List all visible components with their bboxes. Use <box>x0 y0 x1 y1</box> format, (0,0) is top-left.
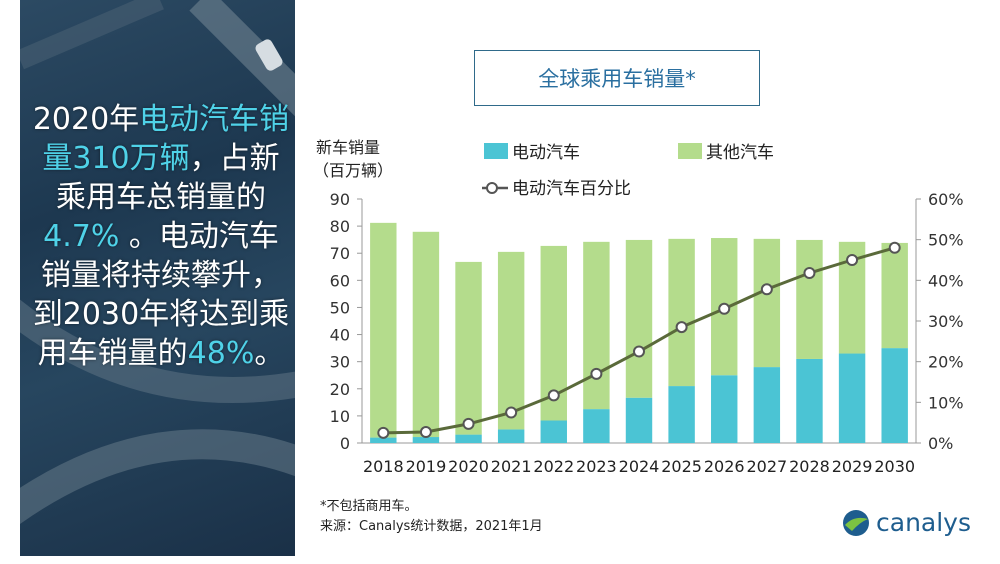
bar-ev <box>711 375 738 443</box>
bar-other <box>881 242 908 349</box>
y-tick-label: 20 <box>330 380 350 399</box>
line-point <box>675 321 688 334</box>
line-point <box>846 254 859 266</box>
left-photo-panel: 2020年电动汽车销量310万辆，占新乘用车总销量的 4.7% 。电动汽车销量将… <box>20 0 295 556</box>
y-tick-label: 0 <box>340 434 350 453</box>
bar-other <box>668 238 695 387</box>
x-tick-label: 2020 <box>448 457 489 476</box>
bar-ev <box>455 434 482 443</box>
bar-ev <box>625 397 653 443</box>
bar-other <box>412 231 440 438</box>
y2-tick-label: 50% <box>928 231 964 250</box>
legend-label-other: 其他汽车 <box>706 143 774 163</box>
y-axis-unit: （百万辆） <box>313 161 394 180</box>
x-tick-label: 2021 <box>491 457 532 476</box>
bar-other <box>583 241 610 410</box>
x-tick-label: 2027 <box>746 457 787 476</box>
chart-title: 全球乘用车销量* <box>474 50 760 106</box>
logo-text: canalys <box>876 508 971 537</box>
headline-segment: 电动汽车销量310万辆 <box>42 102 290 176</box>
y-axis-label: 新车销量 <box>316 138 381 157</box>
x-tick-label: 2030 <box>874 457 915 476</box>
line-point <box>888 241 901 254</box>
x-tick-label: 2025 <box>661 457 702 476</box>
y-tick-label: 90 <box>330 190 350 209</box>
y-tick-label: 80 <box>330 217 350 236</box>
legend-swatch-other <box>678 143 702 159</box>
headline-segment: 。电动汽车销量将持续攀升，到2030年将达到乘用车销量的 <box>32 219 290 371</box>
x-tick-label: 2018 <box>363 457 404 476</box>
headline-segment: 4.7% <box>43 219 120 254</box>
headline-segment: 。 <box>254 336 285 371</box>
line-point <box>377 426 390 439</box>
bar-other <box>753 238 781 368</box>
bar-ev <box>412 437 440 443</box>
bar-other <box>796 239 823 359</box>
bar-ev <box>753 367 781 443</box>
y-tick-label: 10 <box>330 407 350 426</box>
bar-ev <box>540 420 567 443</box>
x-tick-label: 2022 <box>533 457 574 476</box>
y2-tick-label: 0% <box>928 434 953 453</box>
bar-ev <box>497 429 525 443</box>
line-point <box>590 367 603 380</box>
bar-other <box>370 222 397 438</box>
line-point <box>803 267 816 280</box>
x-tick-label: 2029 <box>832 457 873 476</box>
footnote: *不包括商用车。 来源：Canalys统计数据，2021年1月 <box>320 497 543 537</box>
headline-segment: 2020年 <box>32 102 140 137</box>
globe-icon <box>843 509 869 536</box>
x-tick-label: 2019 <box>406 457 447 476</box>
footnote-source: 来源：Canalys统计数据，2021年1月 <box>320 519 543 534</box>
bar-ev <box>668 386 695 443</box>
y-tick-label: 30 <box>330 353 350 372</box>
x-tick-label: 2026 <box>704 457 745 476</box>
y2-tick-label: 30% <box>928 312 964 331</box>
bar-ev <box>838 353 866 443</box>
y-tick-label: 50 <box>330 298 350 317</box>
line-point <box>760 283 773 296</box>
x-tick-label: 2028 <box>789 457 830 476</box>
bar-ev <box>796 358 823 443</box>
y-tick-label: 60 <box>330 271 350 290</box>
line-point <box>633 345 645 358</box>
y-tick-label: 70 <box>330 244 350 263</box>
legend-swatch-ev <box>484 143 508 159</box>
bar-ev <box>881 348 908 443</box>
x-tick-label: 2024 <box>619 457 660 476</box>
y2-tick-label: 10% <box>928 393 964 412</box>
legend-label-pct: 电动汽车百分比 <box>512 179 631 199</box>
bar-other <box>625 239 653 398</box>
legend-marker-pct <box>486 182 498 194</box>
bar-ev <box>370 437 397 443</box>
y-tick-label: 40 <box>330 326 350 345</box>
headline-segment: ，占新乘用车总销量的 <box>56 141 280 215</box>
headline-segment: 48% <box>187 336 255 371</box>
footnote-note: *不包括商用车。 <box>320 499 418 514</box>
line-point <box>718 302 731 315</box>
line-point <box>505 406 518 419</box>
line-point <box>462 417 475 430</box>
y2-tick-label: 20% <box>928 353 964 372</box>
bar-other <box>455 261 482 435</box>
y2-tick-label: 60% <box>928 190 964 209</box>
x-tick-label: 2023 <box>576 457 617 476</box>
bar-ev <box>583 409 610 443</box>
bar-other <box>497 251 525 430</box>
y2-tick-label: 40% <box>928 271 964 290</box>
headline-text: 2020年电动汽车销量310万辆，占新乘用车总销量的 4.7% 。电动汽车销量将… <box>30 100 292 373</box>
line-point <box>547 389 560 402</box>
road-photo-background <box>20 0 295 525</box>
legend-label-ev: 电动汽车 <box>512 143 580 163</box>
line-point <box>419 426 432 439</box>
canalys-logo: canalys <box>842 508 971 537</box>
